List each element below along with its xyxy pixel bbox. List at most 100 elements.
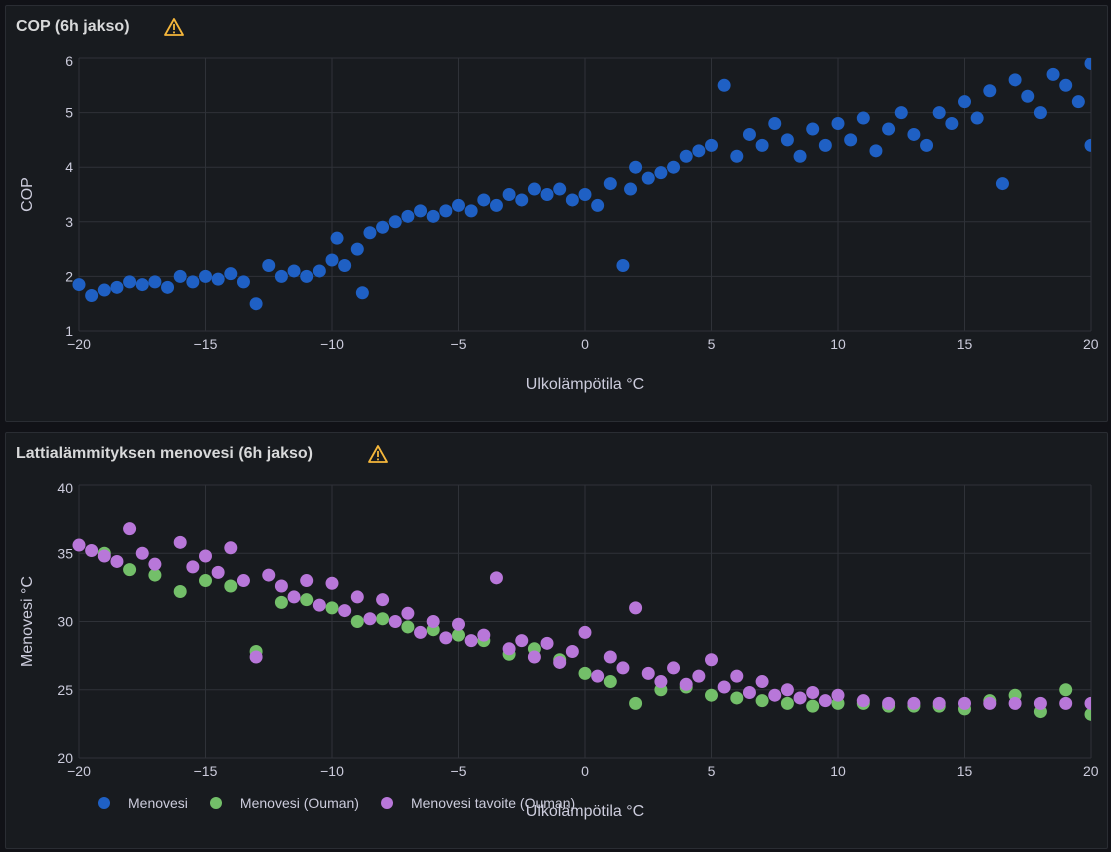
warning-icon[interactable] <box>164 17 184 37</box>
data-point[interactable] <box>578 188 592 201</box>
data-point[interactable] <box>705 688 718 702</box>
data-point[interactable] <box>85 289 99 303</box>
data-point[interactable] <box>679 149 693 163</box>
data-point[interactable] <box>667 661 681 675</box>
data-point[interactable] <box>742 685 756 699</box>
data-point[interactable] <box>236 574 250 588</box>
data-point[interactable] <box>793 149 807 163</box>
data-point[interactable] <box>679 677 693 691</box>
data-point[interactable] <box>629 160 643 174</box>
data-point[interactable] <box>502 188 516 201</box>
data-point[interactable] <box>312 264 326 278</box>
data-point[interactable] <box>515 193 529 207</box>
legend-item[interactable]: Menovesi tavoite (Ouman) <box>380 795 575 811</box>
data-point[interactable] <box>591 198 605 212</box>
data-point[interactable] <box>958 696 971 710</box>
data-point[interactable] <box>970 111 984 125</box>
data-point[interactable] <box>173 269 187 283</box>
data-point[interactable] <box>882 696 896 710</box>
data-point[interactable] <box>123 563 137 577</box>
data-point[interactable] <box>1059 78 1073 92</box>
data-point[interactable] <box>730 691 744 705</box>
data-point[interactable] <box>806 685 820 699</box>
data-point[interactable] <box>502 642 516 656</box>
data-point[interactable] <box>565 645 579 659</box>
data-point[interactable] <box>300 269 314 283</box>
legend-item[interactable]: Menovesi (Ouman) <box>209 795 359 811</box>
data-point[interactable] <box>831 117 845 131</box>
data-point[interactable] <box>603 177 617 191</box>
data-point[interactable] <box>540 636 554 650</box>
legend-item[interactable]: Menovesi <box>98 795 188 811</box>
data-point[interactable] <box>705 138 718 152</box>
data-point[interactable] <box>325 253 339 267</box>
data-point[interactable] <box>578 666 592 680</box>
data-point[interactable] <box>489 571 503 585</box>
data-point[interactable] <box>161 280 175 294</box>
data-point[interactable] <box>186 275 200 289</box>
data-point[interactable] <box>325 576 339 590</box>
data-point[interactable] <box>363 226 377 240</box>
data-point[interactable] <box>330 231 344 245</box>
data-point[interactable] <box>249 297 263 311</box>
data-point[interactable] <box>401 620 415 634</box>
data-point[interactable] <box>477 628 491 642</box>
data-point[interactable] <box>780 133 794 147</box>
data-point[interactable] <box>350 590 364 604</box>
data-point[interactable] <box>1071 95 1085 109</box>
data-point[interactable] <box>553 655 567 669</box>
data-point[interactable] <box>452 617 465 631</box>
data-point[interactable] <box>464 204 478 218</box>
data-point[interactable] <box>338 258 352 272</box>
data-point[interactable] <box>882 122 896 136</box>
data-point[interactable] <box>578 625 592 639</box>
data-point[interactable] <box>312 598 326 612</box>
data-point[interactable] <box>148 275 162 289</box>
data-point[interactable] <box>945 117 959 131</box>
data-point[interactable] <box>806 122 820 136</box>
data-point[interactable] <box>1059 696 1073 710</box>
data-point[interactable] <box>920 138 934 152</box>
data-point[interactable] <box>907 127 921 141</box>
data-point[interactable] <box>907 696 921 710</box>
data-point[interactable] <box>603 675 617 689</box>
data-point[interactable] <box>856 694 870 708</box>
data-point[interactable] <box>692 669 706 683</box>
data-point[interactable] <box>692 144 706 158</box>
data-point[interactable] <box>325 601 339 615</box>
data-point[interactable] <box>629 696 643 710</box>
data-point[interactable] <box>540 188 554 201</box>
data-point[interactable] <box>667 160 681 174</box>
data-point[interactable] <box>148 557 162 571</box>
data-point[interactable] <box>780 696 794 710</box>
data-point[interactable] <box>1084 57 1098 70</box>
data-point[interactable] <box>72 538 86 552</box>
data-point[interactable] <box>932 696 946 710</box>
data-point[interactable] <box>236 275 250 289</box>
data-point[interactable] <box>452 628 465 642</box>
data-point[interactable] <box>983 696 997 710</box>
data-point[interactable] <box>199 269 212 283</box>
data-point[interactable] <box>793 691 807 705</box>
data-point[interactable] <box>355 286 369 300</box>
data-point[interactable] <box>591 669 605 683</box>
data-point[interactable] <box>768 688 782 702</box>
data-point[interactable] <box>527 650 541 664</box>
data-point[interactable] <box>148 568 162 582</box>
data-point[interactable] <box>844 133 858 147</box>
data-point[interactable] <box>755 675 769 689</box>
data-point[interactable] <box>565 193 579 207</box>
data-point[interactable] <box>249 650 263 664</box>
data-point[interactable] <box>730 669 744 683</box>
data-point[interactable] <box>452 198 465 212</box>
data-point[interactable] <box>274 579 288 593</box>
data-point[interactable] <box>1084 696 1098 710</box>
data-point[interactable] <box>1084 707 1098 721</box>
data-point[interactable] <box>553 182 567 196</box>
data-point[interactable] <box>932 106 946 120</box>
data-point[interactable] <box>958 95 971 109</box>
data-point[interactable] <box>717 78 731 92</box>
data-point[interactable] <box>755 138 769 152</box>
data-point[interactable] <box>300 574 314 588</box>
data-point[interactable] <box>363 612 377 626</box>
